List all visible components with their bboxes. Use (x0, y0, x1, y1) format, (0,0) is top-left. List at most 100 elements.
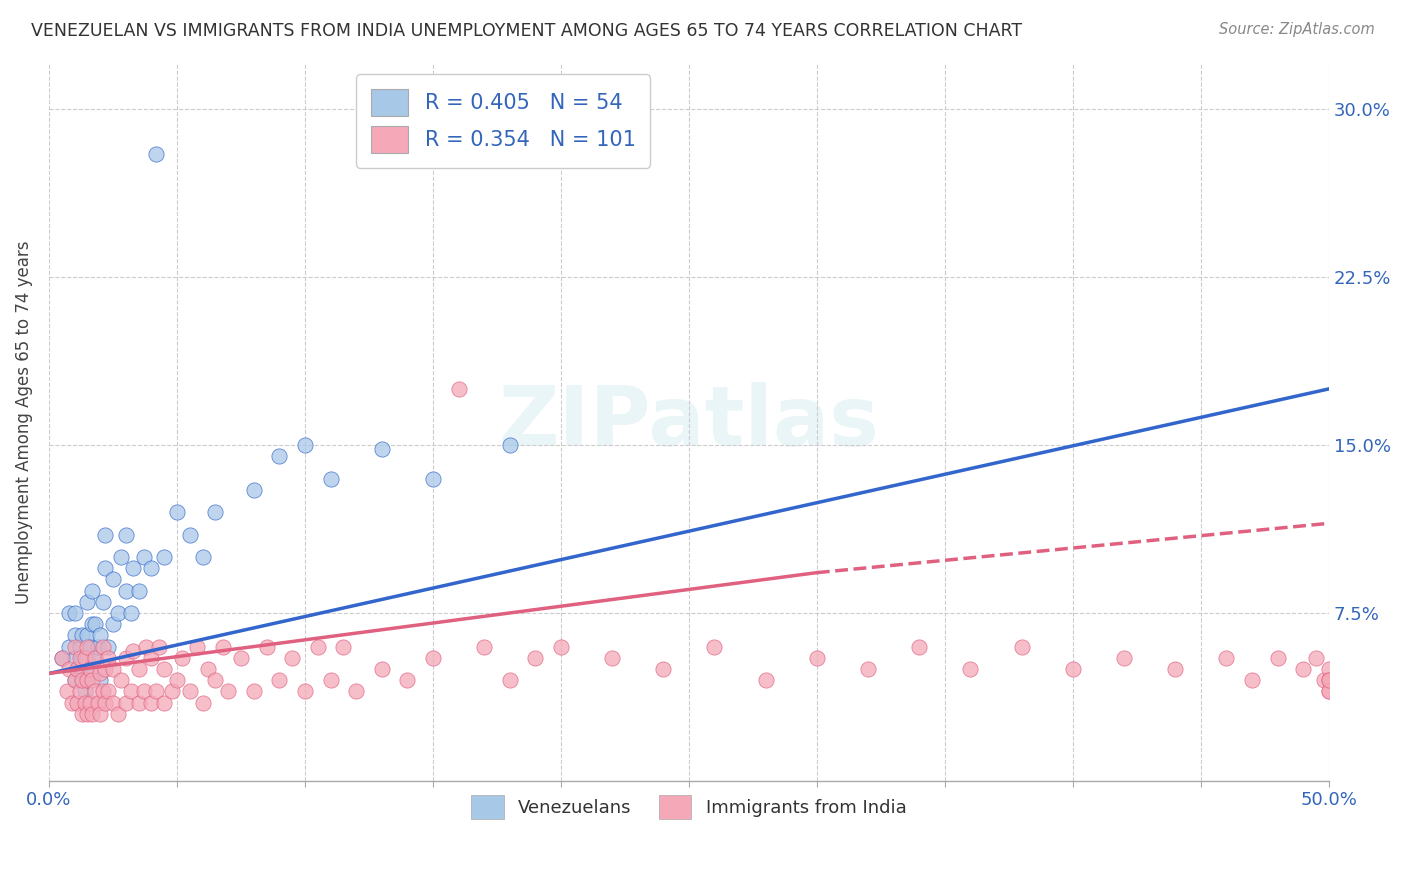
Legend: Venezuelans, Immigrants from India: Venezuelans, Immigrants from India (464, 789, 914, 826)
Text: ZIPatlas: ZIPatlas (498, 382, 879, 463)
Point (89, 666, 111, 681)
Point (63, 673, 86, 688)
Point (79, 640, 101, 654)
Point (524, 650, 547, 665)
Point (212, 640, 235, 654)
Point (122, 561, 145, 575)
Point (422, 471, 444, 485)
Point (79, 696, 101, 710)
Point (128, 696, 150, 710)
Point (101, 617, 124, 632)
Point (1112, 650, 1135, 665)
Point (132, 549, 155, 564)
Point (114, 527, 136, 541)
Point (396, 673, 419, 688)
Point (281, 650, 304, 665)
Point (91, 640, 114, 654)
Point (73, 696, 96, 710)
Point (499, 438, 522, 452)
Point (1317, 673, 1340, 688)
Point (652, 662, 675, 676)
Point (755, 673, 778, 688)
Point (1011, 640, 1033, 654)
Point (66, 696, 89, 710)
Point (1292, 662, 1315, 676)
Point (166, 505, 188, 519)
Point (58, 606, 80, 620)
Point (91, 684, 114, 698)
Point (141, 561, 163, 575)
Point (472, 640, 495, 654)
Point (600, 650, 623, 665)
Point (153, 696, 176, 710)
Point (908, 640, 931, 654)
Point (135, 640, 157, 654)
Point (332, 640, 354, 654)
Point (319, 673, 342, 688)
Point (370, 662, 392, 676)
Point (73, 650, 96, 665)
Point (179, 684, 201, 698)
Point (89, 706, 111, 721)
Point (110, 673, 132, 688)
Point (141, 696, 163, 710)
Point (499, 673, 522, 688)
Point (86, 640, 108, 654)
Point (1164, 662, 1187, 676)
Point (76, 650, 98, 665)
Point (58, 662, 80, 676)
Point (94, 561, 117, 575)
Point (94, 662, 117, 676)
Point (294, 438, 316, 452)
Point (186, 640, 208, 654)
Point (217, 684, 239, 698)
Point (806, 650, 828, 665)
Point (1317, 662, 1340, 676)
Point (145, 684, 167, 698)
Point (307, 640, 329, 654)
Point (191, 696, 214, 710)
Point (76, 595, 98, 609)
Point (76, 673, 98, 688)
Point (1317, 684, 1340, 698)
Point (1312, 673, 1334, 688)
Point (73, 684, 96, 698)
Point (84, 650, 107, 665)
Point (145, 146, 167, 161)
Point (58, 640, 80, 654)
Point (128, 583, 150, 598)
Point (1317, 673, 1340, 688)
Point (242, 483, 264, 497)
Point (51, 650, 73, 665)
Point (703, 640, 725, 654)
Point (60, 696, 83, 710)
Point (70, 706, 93, 721)
Point (63, 606, 86, 620)
Point (82, 706, 104, 721)
Point (69, 684, 91, 698)
Point (269, 449, 291, 463)
Point (294, 684, 316, 698)
Point (76, 640, 98, 654)
Point (242, 684, 264, 698)
Point (84, 650, 107, 665)
Point (132, 684, 155, 698)
Point (63, 650, 86, 665)
Point (101, 573, 124, 587)
Point (82, 673, 104, 688)
Point (76, 628, 98, 642)
Point (160, 684, 183, 698)
Point (148, 640, 170, 654)
Point (79, 662, 101, 676)
Point (101, 696, 124, 710)
Point (84, 684, 107, 698)
Point (84, 617, 107, 632)
Point (91, 595, 114, 609)
Point (959, 662, 981, 676)
Point (94, 527, 117, 541)
Point (120, 606, 142, 620)
Point (370, 442, 392, 457)
Point (122, 644, 145, 658)
Point (166, 673, 188, 688)
Point (204, 673, 226, 688)
